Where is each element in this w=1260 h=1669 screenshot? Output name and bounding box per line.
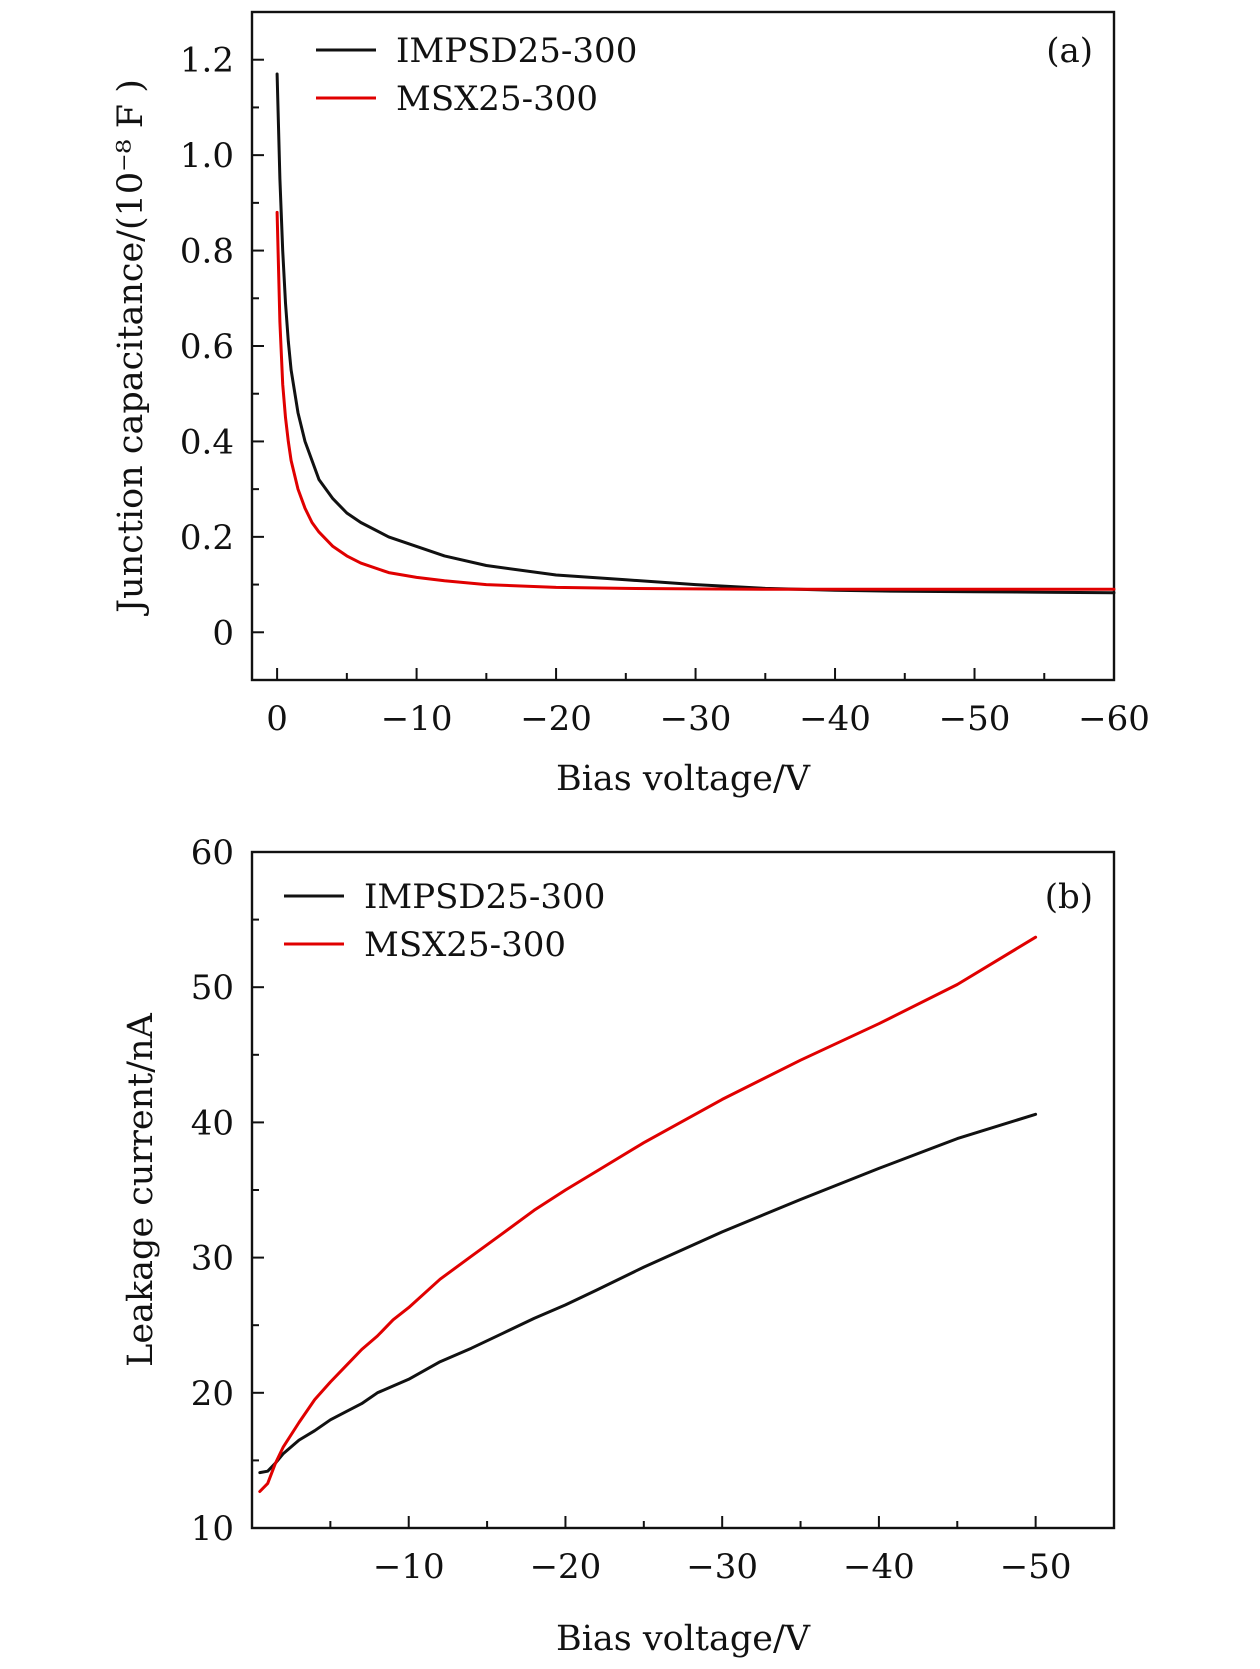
panel-a-x-tick-label: −40 bbox=[799, 699, 871, 739]
panel-a-y-tick-label: 0.8 bbox=[180, 232, 234, 272]
panel-b-x-tick-label: −30 bbox=[686, 1547, 758, 1587]
panel-b-x-tick-label: −10 bbox=[373, 1547, 445, 1587]
panel-b-ticks: −10 −20 −30 −40 −50 10 20 30 40 50 60 bbox=[191, 833, 1115, 1587]
panel-b-x-tick-label: −40 bbox=[843, 1547, 915, 1587]
panel-b-label: (b) bbox=[1045, 877, 1093, 917]
panel-a-capacitance-chart: 0 −10 −20 −30 −40 −50 −60 0 0.2 0.4 0.6 0.8 1.0 1.2 B… bbox=[111, 10, 1150, 799]
panel-a-x-tick-label: 0 bbox=[266, 699, 288, 739]
panel-a-y-tick-label: 0.4 bbox=[180, 422, 234, 462]
panel-a-x-tick-label: −60 bbox=[1078, 699, 1150, 739]
panel-b-series-msx25-300 bbox=[258, 935, 1038, 1493]
panel-a-x-tick-label: −20 bbox=[520, 699, 592, 739]
panel-b-y-axis-title: Leakage current/nA bbox=[121, 1012, 161, 1366]
panel-a-series bbox=[275, 72, 1116, 595]
panel-b-y-tick-label: 60 bbox=[191, 833, 234, 873]
panel-b-y-tick-label: 20 bbox=[191, 1374, 234, 1414]
panel-a-ticks: 0 −10 −20 −30 −40 −50 −60 0 0.2 0.4 0.6 0.8 1.0 1.2 bbox=[180, 11, 1150, 739]
panel-b-x-tick-label: −50 bbox=[1000, 1547, 1072, 1587]
panel-b-leakage-chart: −10 −20 −30 −40 −50 10 20 30 40 50 60 Bias voltage… bbox=[121, 833, 1116, 1659]
panel-a-x-axis-title: Bias voltage/V bbox=[556, 759, 811, 799]
panel-a-series-msx25-300 bbox=[275, 210, 1116, 591]
panel-a-legend-label-msx: MSX25-300 bbox=[396, 79, 598, 119]
panel-a-y-tick-label: 1.2 bbox=[180, 41, 234, 81]
panel-a-label: (a) bbox=[1046, 31, 1093, 71]
panel-a-y-tick-label: 0 bbox=[212, 613, 234, 653]
panel-a-series-impsd25-300 bbox=[275, 72, 1116, 595]
panel-b-legend-label-impsd: IMPSD25-300 bbox=[364, 877, 605, 917]
panel-a-y-tick-label: 0.6 bbox=[180, 327, 234, 367]
panel-a-legend-label-impsd: IMPSD25-300 bbox=[396, 31, 637, 71]
panel-b-legend-label-msx: MSX25-300 bbox=[364, 925, 566, 965]
panel-b-y-tick-label: 10 bbox=[191, 1509, 234, 1549]
panel-a-y-tick-label: 1.0 bbox=[180, 136, 234, 176]
panel-a-plot-frame bbox=[250, 10, 1116, 682]
panel-b-x-tick-label: −20 bbox=[530, 1547, 602, 1587]
panel-a-x-tick-label: −30 bbox=[660, 699, 732, 739]
panel-a-y-tick-label: 0.2 bbox=[180, 518, 234, 558]
panel-a-x-tick-label: −10 bbox=[381, 699, 453, 739]
panel-b-x-axis-title: Bias voltage/V bbox=[556, 1619, 811, 1659]
panel-b-series bbox=[258, 935, 1038, 1493]
panel-a-x-tick-label: −50 bbox=[939, 699, 1011, 739]
panel-b-series-impsd25-300 bbox=[258, 1112, 1038, 1475]
panel-a-y-axis-title: Junction capacitance/(10⁻⁸ F ) bbox=[111, 79, 151, 616]
panel-b-legend: IMPSD25-300 MSX25-300 bbox=[284, 877, 605, 965]
panel-b-y-tick-label: 30 bbox=[191, 1239, 234, 1279]
panel-b-y-tick-label: 50 bbox=[191, 968, 234, 1008]
panel-b-y-tick-label: 40 bbox=[191, 1103, 234, 1143]
panel-a-legend: IMPSD25-300 MSX25-300 bbox=[316, 31, 637, 119]
